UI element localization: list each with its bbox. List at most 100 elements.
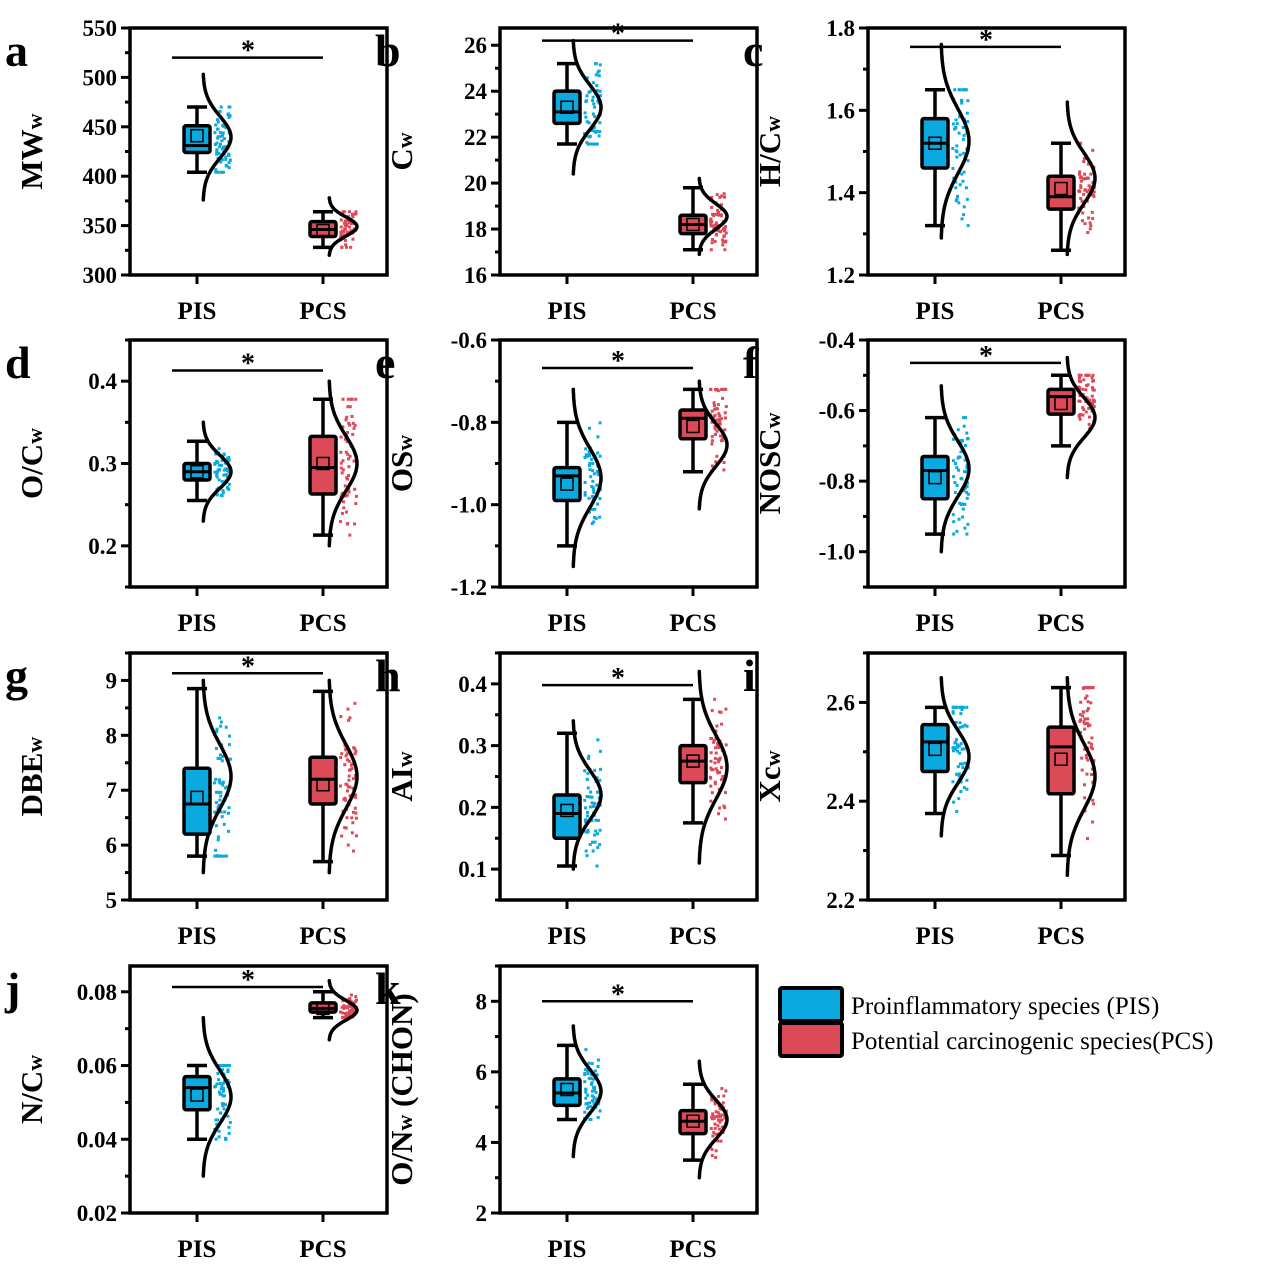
box: [308, 434, 338, 496]
data-point: [712, 403, 716, 407]
data-point: [595, 790, 599, 794]
data-point: [1091, 386, 1095, 390]
data-point: [724, 231, 728, 235]
series-PIS: [182, 420, 233, 523]
data-point: [713, 756, 717, 760]
data-point: [354, 999, 358, 1003]
data-point: [593, 115, 597, 119]
data-point: [214, 1137, 218, 1141]
y-axis-label-main: O/N: [384, 1131, 419, 1186]
data-point: [1091, 379, 1095, 383]
data-point: [959, 790, 963, 794]
data-point: [214, 746, 218, 750]
data-point: [214, 801, 218, 805]
data-point: [955, 150, 959, 154]
data-point: [594, 142, 598, 146]
data-point: [598, 749, 602, 753]
data-point: [965, 496, 969, 500]
significance-star: *: [611, 346, 625, 377]
data-point: [340, 245, 344, 249]
data-point: [349, 1005, 353, 1009]
data-point: [713, 407, 717, 411]
data-point: [1078, 719, 1082, 723]
data-point: [716, 229, 720, 233]
data-point: [341, 459, 345, 463]
data-point: [218, 716, 222, 720]
box: [182, 1074, 212, 1112]
data-point: [963, 723, 967, 727]
data-point: [224, 467, 228, 471]
distribution-curve: [571, 387, 603, 569]
distribution-curve: [201, 72, 233, 202]
data-point: [218, 109, 222, 113]
data-point: [712, 738, 716, 742]
plot-frame: [128, 338, 389, 589]
data-point: [353, 806, 357, 810]
data-point: [228, 105, 232, 109]
data-point: [215, 150, 219, 154]
data-point: [709, 217, 713, 221]
data-point: [1092, 388, 1096, 392]
series-PCS: [678, 669, 729, 865]
x-tick-label: PIS: [178, 1236, 217, 1263]
data-point: [220, 480, 224, 484]
data-point: [587, 121, 591, 125]
x-tick-label: PIS: [548, 923, 587, 950]
data-point: [718, 420, 722, 424]
data-point: [596, 1064, 600, 1068]
data-point: [589, 790, 593, 794]
data-point: [962, 205, 966, 209]
y-tick-label: 550: [83, 16, 118, 41]
mean-marker: [560, 803, 574, 818]
data-point: [719, 214, 723, 218]
y-tick-label: 18: [464, 217, 487, 242]
data-point: [956, 765, 960, 769]
data-point: [1091, 373, 1095, 377]
data-point: [595, 483, 599, 487]
data-point: [717, 1094, 721, 1098]
x-tick-label: PIS: [178, 610, 217, 637]
data-point: [955, 772, 959, 776]
data-point: [227, 1125, 231, 1129]
data-point: [1079, 718, 1083, 722]
mean-marker: [686, 1114, 700, 1129]
data-point: [226, 112, 230, 116]
data-point: [339, 461, 343, 465]
data-point: [592, 520, 596, 524]
box: [1046, 174, 1076, 211]
data-point: [720, 387, 724, 391]
data-point: [712, 401, 716, 405]
data-point: [1079, 380, 1083, 384]
data-point: [216, 1118, 220, 1122]
data-point: [345, 415, 349, 419]
data-point: [1085, 756, 1089, 760]
data-point: [1085, 772, 1089, 776]
x-tick-label: PIS: [916, 923, 955, 950]
data-point: [714, 418, 718, 422]
data-point: [594, 516, 598, 520]
data-point: [959, 440, 963, 444]
data-point: [347, 778, 351, 782]
data-point: [710, 791, 714, 795]
data-point: [353, 487, 357, 491]
data-point: [588, 805, 592, 809]
data-point: [960, 217, 964, 221]
panel-letter: c: [743, 25, 763, 76]
data-point: [954, 118, 958, 122]
data-point: [227, 482, 231, 486]
data-point: [958, 153, 962, 157]
y-tick-label: 24: [464, 79, 488, 104]
data-point: [724, 743, 728, 747]
data-point: [216, 1078, 220, 1082]
data-point: [722, 468, 726, 472]
data-point: [591, 95, 595, 99]
data-point: [964, 88, 968, 92]
y-tick-label: 0.06: [77, 1054, 117, 1079]
data-point: [1087, 188, 1091, 192]
data-point: [345, 230, 349, 234]
data-point: [959, 705, 963, 709]
data-point: [591, 1099, 595, 1103]
data-point: [347, 718, 351, 722]
data-point: [223, 1094, 227, 1098]
data-point: [713, 427, 717, 431]
